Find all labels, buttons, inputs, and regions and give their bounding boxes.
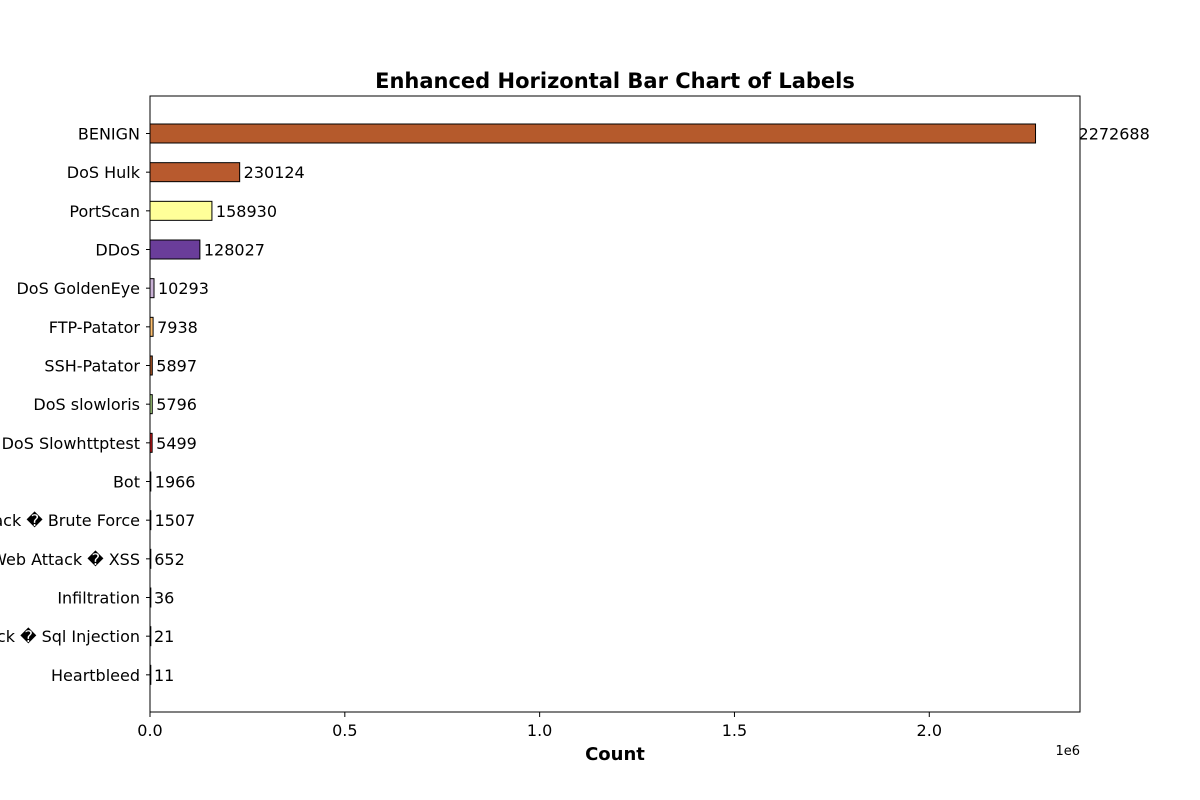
bar-1 bbox=[149, 162, 241, 183]
bar-0 bbox=[149, 123, 1037, 144]
bar-2 bbox=[149, 200, 213, 221]
value-label-10: 1507 bbox=[155, 511, 196, 530]
value-label-11: 652 bbox=[154, 550, 185, 569]
value-label-3: 128027 bbox=[204, 241, 265, 260]
y-tick-label-9: Bot bbox=[113, 473, 140, 492]
y-tick-label-4: DoS GoldenEye bbox=[16, 279, 140, 298]
value-label-7: 5796 bbox=[156, 395, 197, 414]
y-axis: BENIGN DoS Hulk PortScan DDoS DoS GoldenEye F… bbox=[0, 125, 150, 685]
value-label-14: 11 bbox=[154, 666, 174, 685]
y-tick-label-5: FTP-Patator bbox=[49, 318, 141, 337]
value-label-5: 7938 bbox=[157, 318, 198, 337]
chart-title: Enhanced Horizontal Bar Chart of Labels bbox=[375, 69, 855, 93]
y-tick-label-6: SSH-Patator bbox=[44, 357, 140, 376]
plot-frame bbox=[149, 95, 1081, 713]
value-label-6: 5897 bbox=[156, 357, 197, 376]
value-label-0: 2272688 bbox=[1079, 125, 1150, 144]
value-label-13: 21 bbox=[154, 627, 174, 646]
x-axis-offset-label: 1e6 bbox=[1055, 744, 1080, 759]
y-tick-label-3: DDoS bbox=[95, 241, 140, 260]
y-tick-label-14: Heartbleed bbox=[51, 666, 140, 685]
y-tick-label-8: DoS Slowhttptest bbox=[2, 434, 140, 453]
y-tick-label-1: DoS Hulk bbox=[67, 163, 141, 182]
x-tick-label-2: 1.0 bbox=[527, 721, 552, 740]
value-label-1: 230124 bbox=[244, 163, 305, 182]
x-tick-label-3: 1.5 bbox=[722, 721, 747, 740]
value-label-8: 5499 bbox=[156, 434, 197, 453]
x-tick-label-4: 2.0 bbox=[917, 721, 942, 740]
y-tick-label-0: BENIGN bbox=[78, 125, 140, 144]
value-label-12: 36 bbox=[154, 589, 174, 608]
value-label-2: 158930 bbox=[216, 202, 277, 221]
y-tick-label-13: Web Attack � Sql Injection bbox=[0, 627, 140, 646]
y-tick-label-7: DoS slowloris bbox=[33, 395, 140, 414]
x-axis-label: Count bbox=[585, 744, 645, 765]
value-label-4: 10293 bbox=[158, 279, 209, 298]
x-axis: 0.0 0.5 1.0 1.5 2.0 bbox=[137, 712, 942, 740]
bars-group: 2272688 230124 158930 128027 10293 7938 5897 57… bbox=[149, 123, 1150, 685]
y-tick-label-11: Web Attack � XSS bbox=[0, 550, 140, 569]
bar-3 bbox=[149, 239, 201, 260]
x-tick-label-0: 0.0 bbox=[137, 721, 162, 740]
y-tick-label-12: Infiltration bbox=[57, 589, 140, 608]
value-label-9: 1966 bbox=[155, 473, 196, 492]
bar-4 bbox=[149, 278, 155, 299]
y-tick-label-2: PortScan bbox=[69, 202, 140, 221]
x-tick-label-1: 0.5 bbox=[332, 721, 357, 740]
y-tick-label-10: Web Attack � Brute Force bbox=[0, 511, 140, 530]
